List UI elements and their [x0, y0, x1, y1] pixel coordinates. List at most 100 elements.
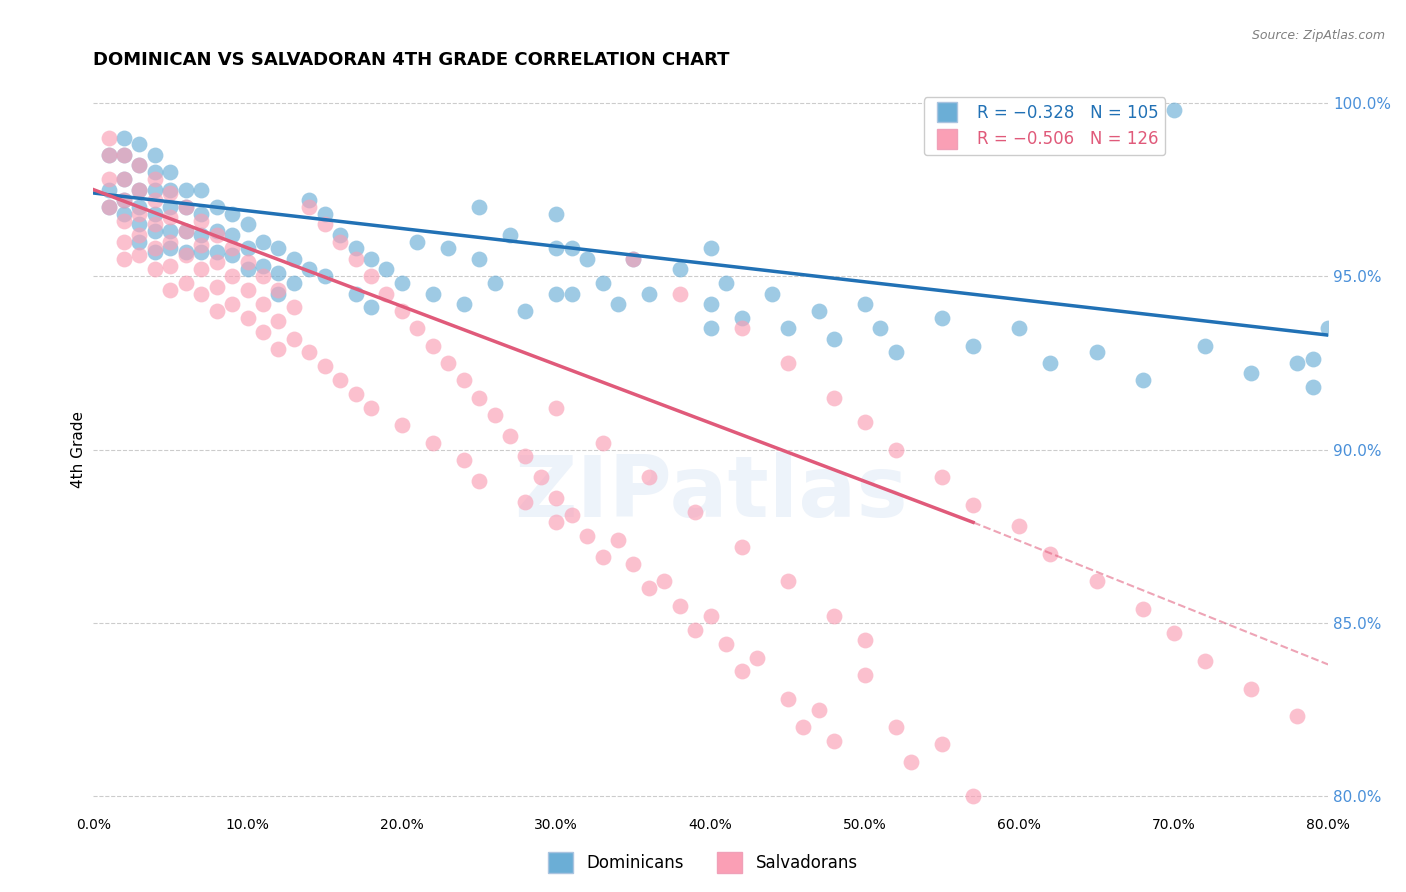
Point [484, 408, 506, 422]
Point [267, 266, 290, 280]
Point [745, 650, 768, 665]
Point [453, 297, 475, 311]
Point [1008, 518, 1031, 533]
Point [236, 217, 259, 231]
Point [375, 286, 398, 301]
Point [97, 148, 120, 162]
Point [823, 733, 845, 747]
Point [931, 310, 953, 325]
Legend: R = −0.328   N = 105, R = −0.506   N = 126: R = −0.328 N = 105, R = −0.506 N = 126 [924, 97, 1166, 155]
Point [499, 227, 522, 242]
Point [190, 213, 212, 227]
Point [391, 276, 413, 290]
Point [1132, 373, 1154, 387]
Point [453, 373, 475, 387]
Point [143, 193, 166, 207]
Point [699, 297, 721, 311]
Point [190, 227, 212, 242]
Point [190, 244, 212, 259]
Point [298, 262, 321, 277]
Point [792, 720, 814, 734]
Point [97, 148, 120, 162]
Point [561, 242, 583, 256]
Point [252, 325, 274, 339]
Point [143, 172, 166, 186]
Point [128, 248, 150, 262]
Point [1240, 366, 1263, 380]
Point [1085, 574, 1108, 589]
Point [1286, 709, 1309, 723]
Point [776, 356, 799, 370]
Point [174, 224, 197, 238]
Point [607, 297, 630, 311]
Point [190, 182, 212, 196]
Point [174, 182, 197, 196]
Point [900, 755, 922, 769]
Point [422, 286, 444, 301]
Point [221, 269, 243, 284]
Point [776, 692, 799, 706]
Point [112, 130, 135, 145]
Point [267, 342, 290, 356]
Point [623, 252, 645, 266]
Legend: Dominicans, Salvadorans: Dominicans, Salvadorans [541, 846, 865, 880]
Point [623, 557, 645, 571]
Point [128, 217, 150, 231]
Point [174, 244, 197, 259]
Point [128, 137, 150, 152]
Point [422, 338, 444, 352]
Point [174, 200, 197, 214]
Point [267, 286, 290, 301]
Point [468, 474, 491, 488]
Point [252, 259, 274, 273]
Point [344, 242, 367, 256]
Point [823, 391, 845, 405]
Point [97, 130, 120, 145]
Point [453, 453, 475, 467]
Point [128, 182, 150, 196]
Point [1008, 321, 1031, 335]
Point [807, 303, 830, 318]
Point [159, 165, 181, 179]
Point [1085, 345, 1108, 359]
Point [159, 259, 181, 273]
Point [159, 283, 181, 297]
Point [112, 235, 135, 249]
Point [190, 238, 212, 252]
Point [776, 574, 799, 589]
Point [730, 665, 752, 679]
Point [546, 401, 568, 415]
Point [97, 200, 120, 214]
Point [962, 338, 984, 352]
Point [252, 269, 274, 284]
Point [143, 165, 166, 179]
Point [638, 470, 661, 484]
Point [1163, 103, 1185, 117]
Point [314, 207, 336, 221]
Point [205, 244, 228, 259]
Point [329, 227, 352, 242]
Point [576, 252, 599, 266]
Point [931, 470, 953, 484]
Point [236, 310, 259, 325]
Point [406, 321, 429, 335]
Point [360, 252, 382, 266]
Point [190, 262, 212, 277]
Point [607, 533, 630, 547]
Point [853, 297, 876, 311]
Point [143, 242, 166, 256]
Point [190, 207, 212, 221]
Point [205, 303, 228, 318]
Point [823, 609, 845, 624]
Point [159, 186, 181, 200]
Point [283, 332, 305, 346]
Point [190, 286, 212, 301]
Point [174, 200, 197, 214]
Point [159, 182, 181, 196]
Point [730, 540, 752, 554]
Point [236, 283, 259, 297]
Point [530, 470, 553, 484]
Point [884, 345, 907, 359]
Point [128, 200, 150, 214]
Point [1194, 338, 1216, 352]
